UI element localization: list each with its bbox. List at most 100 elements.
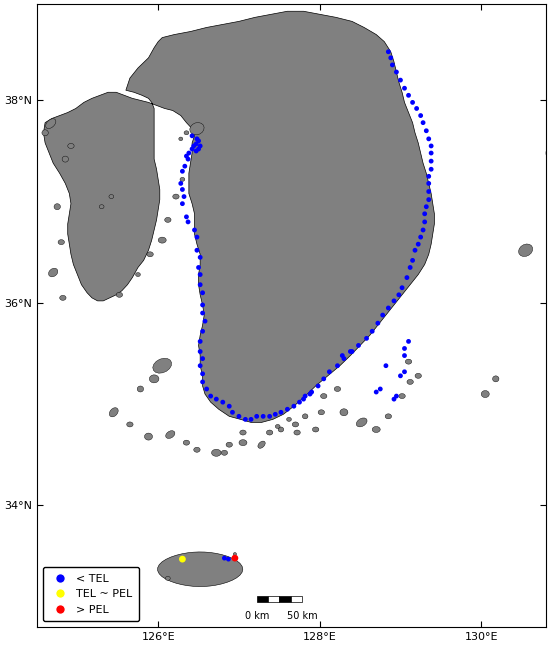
Point [425, 186, 433, 196]
Polygon shape [493, 376, 499, 382]
Point [198, 326, 207, 337]
Point [230, 553, 239, 563]
Polygon shape [147, 252, 153, 257]
Point [427, 164, 436, 174]
Point [258, 411, 267, 421]
Polygon shape [239, 440, 247, 446]
Point [400, 83, 409, 94]
Polygon shape [546, 147, 550, 159]
Point [194, 262, 203, 273]
Point [178, 554, 187, 565]
Point [416, 232, 425, 242]
Point [412, 103, 421, 114]
Point [198, 369, 207, 379]
Point [411, 245, 420, 255]
Polygon shape [312, 427, 319, 432]
Point [224, 554, 233, 565]
Polygon shape [292, 422, 299, 427]
Point [325, 367, 334, 377]
Point [192, 245, 201, 255]
Polygon shape [519, 244, 532, 256]
Point [196, 280, 205, 290]
Point [178, 198, 187, 209]
Point [194, 136, 203, 146]
Point [184, 216, 192, 227]
Point [408, 255, 417, 266]
Polygon shape [399, 393, 405, 399]
Point [427, 148, 436, 158]
Polygon shape [173, 194, 179, 199]
Point [198, 308, 207, 318]
Bar [268, 596, 279, 601]
Point [196, 269, 205, 280]
Point [408, 98, 417, 108]
Polygon shape [58, 240, 64, 245]
Polygon shape [184, 130, 189, 135]
Point [180, 191, 189, 202]
Polygon shape [194, 447, 200, 452]
Polygon shape [258, 441, 265, 448]
Point [404, 336, 413, 346]
Point [425, 134, 433, 144]
Polygon shape [287, 417, 292, 421]
Point [241, 414, 250, 424]
Point [277, 407, 285, 417]
Point [388, 60, 397, 70]
Point [320, 373, 328, 384]
Polygon shape [278, 427, 284, 432]
Polygon shape [153, 359, 172, 373]
Bar [257, 596, 268, 601]
Point [400, 367, 409, 377]
Point [396, 371, 405, 381]
Point [234, 411, 243, 421]
Point [422, 125, 431, 136]
Point [378, 310, 387, 320]
Point [202, 384, 211, 394]
Point [182, 151, 191, 162]
Point [376, 384, 384, 394]
Point [283, 404, 292, 415]
Point [194, 144, 203, 154]
Point [301, 391, 310, 401]
Point [373, 318, 382, 328]
Point [400, 350, 409, 360]
Polygon shape [183, 440, 190, 445]
Point [372, 387, 381, 397]
Point [182, 212, 191, 222]
Point [422, 202, 431, 212]
Polygon shape [233, 552, 236, 556]
Polygon shape [212, 449, 221, 456]
Polygon shape [481, 391, 490, 397]
Point [212, 394, 221, 404]
Point [386, 53, 395, 63]
Point [220, 553, 229, 563]
Point [198, 377, 207, 387]
Point [427, 141, 436, 151]
Polygon shape [109, 408, 118, 417]
Point [192, 139, 201, 149]
Point [382, 360, 390, 371]
Point [420, 216, 429, 227]
Polygon shape [116, 292, 123, 297]
Polygon shape [60, 295, 66, 300]
Polygon shape [62, 156, 69, 162]
Polygon shape [164, 217, 171, 222]
Point [265, 411, 274, 421]
Point [425, 171, 433, 182]
Polygon shape [266, 430, 273, 435]
Point [314, 380, 322, 391]
Polygon shape [138, 386, 144, 392]
Point [406, 262, 415, 273]
Point [368, 326, 377, 337]
Polygon shape [179, 137, 183, 141]
Polygon shape [190, 123, 204, 135]
Point [196, 360, 205, 371]
Polygon shape [54, 203, 60, 210]
Polygon shape [180, 178, 185, 182]
Polygon shape [109, 194, 114, 198]
Point [427, 156, 436, 166]
Point [196, 336, 205, 346]
Point [271, 409, 280, 419]
Point [218, 397, 227, 408]
Point [177, 178, 185, 189]
